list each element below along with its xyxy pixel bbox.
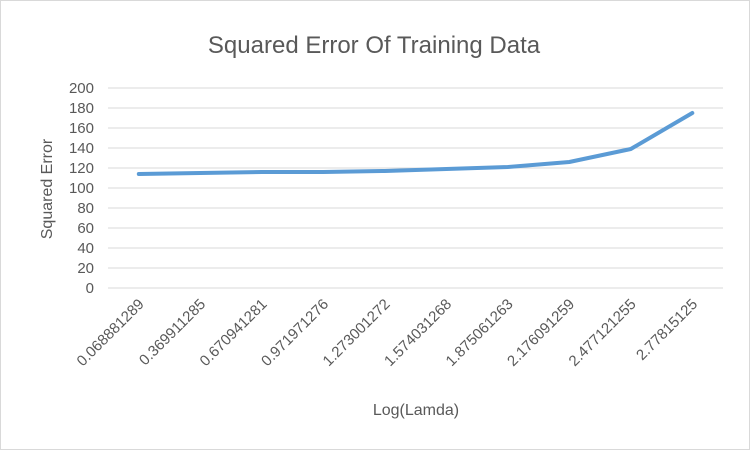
y-axis-title: Squared Error — [39, 138, 56, 239]
y-tick-label: 80 — [77, 200, 94, 217]
y-tick-label: 140 — [69, 140, 94, 157]
y-tick-label: 200 — [69, 80, 94, 97]
x-tick-label: 2.77815125 — [633, 296, 701, 364]
y-tick-label: 40 — [77, 240, 94, 257]
y-tick-labels: 0 20 40 60 80 100 120 140 160 180 200 — [69, 80, 94, 297]
x-axis-title: Log(Lamda) — [373, 402, 459, 419]
y-tick-label: 0 — [86, 280, 94, 297]
series-line — [136, 111, 695, 176]
y-tick-label: 180 — [69, 100, 94, 117]
y-tick-label: 100 — [69, 180, 94, 197]
gridlines — [108, 87, 723, 289]
chart-title: Squared Error Of Training Data — [208, 32, 541, 59]
x-tick-labels: 0.0688812890.3699112850.6709412810.97197… — [74, 296, 701, 370]
y-tick-label: 60 — [77, 220, 94, 237]
y-tick-label: 20 — [77, 260, 94, 277]
y-tick-label: 120 — [69, 160, 94, 177]
y-tick-label: 160 — [69, 120, 94, 137]
series-group — [136, 111, 695, 176]
